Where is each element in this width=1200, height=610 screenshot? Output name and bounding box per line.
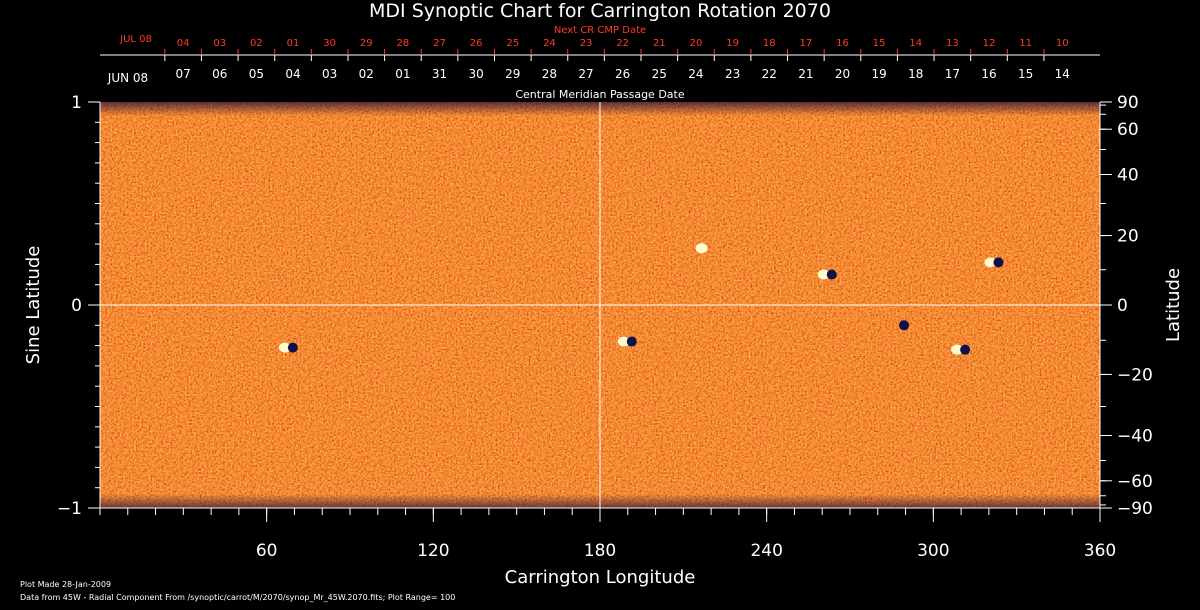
next-cr-date-label: 30 [323, 38, 336, 49]
cmp-date-label: 26 [615, 67, 630, 81]
next-cr-date-label: 10 [1056, 38, 1069, 49]
y-right-tick-label: 0 [1117, 296, 1128, 316]
next-cr-date-label: 28 [397, 38, 410, 49]
next-cr-date-label: 14 [909, 38, 922, 49]
cmp-date-label: 30 [469, 67, 484, 81]
x-tick-label: 360 [1084, 541, 1116, 561]
next-cr-date-label: 15 [873, 38, 886, 49]
active-region-positive-1 [617, 336, 630, 347]
plot-area [100, 102, 1100, 508]
cmp-date-label: 07 [175, 67, 190, 81]
cmp-date-label: 19 [871, 67, 886, 81]
y-left-tick-label: −1 [57, 499, 82, 519]
active-region-positive-5 [951, 344, 964, 355]
next-cr-date-label: 02 [250, 38, 263, 49]
cmp-date-label: 25 [652, 67, 667, 81]
x-tick-label: 60 [256, 541, 278, 561]
cmp-date-label: 17 [945, 67, 960, 81]
next-cr-date-label: 03 [213, 38, 226, 49]
cmp-date-label: 28 [542, 67, 557, 81]
cmp-date-label: 22 [762, 67, 777, 81]
latitude-axis: 90 60 40 20 0 −20 −40 −60 −90 [1099, 93, 1153, 519]
active-region-positive-2 [695, 243, 708, 254]
next-cr-date-label: 12 [983, 38, 996, 49]
cmp-date-label: 01 [395, 67, 410, 81]
cmp-date-label: 20 [835, 67, 850, 81]
y-left-tick-label: 1 [71, 93, 82, 113]
cmp-date-label: 27 [578, 67, 593, 81]
next-cr-date-label: 25 [506, 38, 519, 49]
gridlines [100, 102, 1100, 508]
x-tick-label: 240 [750, 541, 782, 561]
next-cr-date-label: 11 [1019, 38, 1032, 49]
active-region-negative-1 [626, 336, 637, 347]
next-cr-date-label: 22 [616, 38, 629, 49]
cmp-date-label: 24 [688, 67, 703, 81]
active-region-negative-6 [993, 257, 1004, 268]
active-region-negative-4 [899, 320, 909, 331]
cmp-axis-label: Central Meridian Passage Date [515, 88, 684, 101]
x-tick-label: 300 [917, 541, 949, 561]
cmp-date-label: 16 [981, 67, 996, 81]
y-right-tick-label: 90 [1117, 93, 1139, 113]
cmp-date-label: 18 [908, 67, 923, 81]
next-cr-date-label: 18 [763, 38, 776, 49]
y-axis-label-left: Sine Latitude [23, 246, 44, 365]
active-region-negative-3 [826, 269, 837, 280]
next-cr-month-label: JUL 08 [119, 34, 152, 45]
cmp-date-label: 23 [725, 67, 740, 81]
cmp-date-label: 29 [505, 67, 520, 81]
cmp-date-label: 05 [249, 67, 264, 81]
y-axis-label-right: Latitude [1163, 268, 1184, 342]
cmp-date-axis: JUN 08 JUL 08 07 06 05 04 03 02 01 31 30 29 28 27 26 25… [100, 34, 1100, 85]
next-cr-date-label: 13 [946, 38, 959, 49]
next-cr-date-label: 01 [287, 38, 300, 49]
y-right-tick-label: 60 [1117, 120, 1139, 140]
chart-title: MDI Synoptic Chart for Carrington Rotati… [369, 0, 831, 22]
y-right-tick-label: −90 [1117, 499, 1153, 519]
sine-latitude-axis: 1 0 −1 [57, 93, 101, 519]
active-region-positive-0 [278, 342, 291, 353]
cmp-month-label: JUN 08 [107, 71, 148, 85]
cmp-date-label: 06 [212, 67, 227, 81]
longitude-axis: 60 120 180 240 300 360 [99, 507, 1116, 561]
next-cr-date-label: 26 [470, 38, 483, 49]
cmp-date-label: 31 [432, 67, 447, 81]
y-right-tick-label: −40 [1117, 426, 1153, 446]
next-cr-date-label: 19 [726, 38, 739, 49]
next-cr-date-label: 27 [433, 38, 446, 49]
cmp-date-label: 02 [359, 67, 374, 81]
next-cr-date-label: 20 [690, 38, 703, 49]
y-left-tick-label: 0 [71, 296, 82, 316]
next-cr-date-label: 17 [799, 38, 812, 49]
active-region-negative-5 [960, 344, 971, 355]
active-region-positive-6 [984, 257, 997, 268]
next-cr-date-label: 23 [580, 38, 593, 49]
next-cr-date-label: 21 [653, 38, 666, 49]
y-right-tick-label: −20 [1117, 365, 1153, 385]
plot-made-note: Plot Made 28-Jan-2009 [20, 580, 112, 589]
x-axis-label: Carrington Longitude [505, 567, 696, 588]
next-cr-date-label: 16 [836, 38, 849, 49]
y-right-tick-label: 40 [1117, 166, 1139, 186]
active-region-positive-3 [817, 269, 830, 280]
next-cr-date-label: 24 [543, 38, 556, 49]
active-regions [278, 243, 1004, 355]
next-cr-date-label: 29 [360, 38, 373, 49]
cmp-date-label: 04 [285, 67, 300, 81]
cmp-date-label: 15 [1018, 67, 1033, 81]
x-tick-label: 180 [584, 541, 616, 561]
cmp-date-label: 03 [322, 67, 337, 81]
next-cr-date-label: 04 [177, 38, 190, 49]
cmp-date-label: 21 [798, 67, 813, 81]
data-source-note: Data from 45W - Radial Component From /s… [20, 593, 456, 602]
cmp-date-label: 14 [1055, 67, 1070, 81]
y-right-tick-label: −60 [1117, 472, 1153, 492]
y-right-tick-label: 20 [1117, 227, 1139, 247]
x-tick-label: 120 [417, 541, 449, 561]
next-cr-caption: Next CR CMP Date [554, 25, 646, 36]
active-region-negative-0 [287, 342, 298, 353]
